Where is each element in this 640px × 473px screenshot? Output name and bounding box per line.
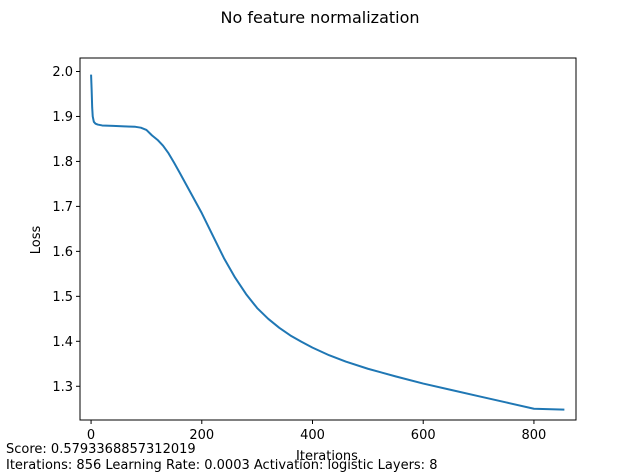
plot-area xyxy=(80,58,576,420)
y-tick-label: 1.5 xyxy=(52,290,73,305)
score-caption: Score: 0.5793368857312019 xyxy=(6,442,196,457)
y-tick-label: 1.3 xyxy=(52,380,73,395)
plot-frame xyxy=(79,57,577,421)
x-tick-label: 600 xyxy=(411,428,436,443)
y-tick-label: 1.9 xyxy=(52,110,73,125)
loss-series-line xyxy=(90,74,565,411)
x-axis: 0 200 400 600 800 xyxy=(87,420,546,443)
y-tick-label: 1.6 xyxy=(52,245,73,260)
y-tick-label: 2.0 xyxy=(52,65,73,80)
x-tick-label: 0 xyxy=(87,428,95,443)
y-axis-label: Loss xyxy=(29,226,44,255)
y-tick-label: 1.8 xyxy=(52,155,73,170)
x-tick-label: 400 xyxy=(300,428,325,443)
chart-title: No feature normalization xyxy=(220,8,419,27)
x-tick-label: 800 xyxy=(522,428,547,443)
x-axis-label: Iterations xyxy=(296,449,358,464)
y-axis: 1.3 1.4 1.5 1.6 1.7 1.8 1.9 2.0 xyxy=(52,65,80,395)
x-tick-label: 200 xyxy=(189,428,214,443)
y-tick-label: 1.4 xyxy=(52,335,73,350)
y-tick-label: 1.7 xyxy=(52,200,73,215)
params-caption: Iterations: 856 Learning Rate: 0.0003 Ac… xyxy=(6,458,438,473)
